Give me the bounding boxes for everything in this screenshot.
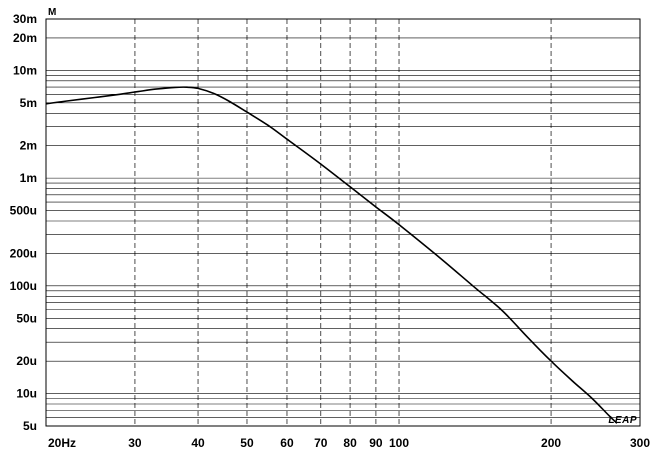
x-tick-label: 20Hz	[48, 436, 76, 450]
y-tick-label: 20m	[13, 31, 37, 45]
x-tick-label: 90	[369, 436, 383, 450]
y-tick-label: 5m	[20, 96, 37, 110]
y-tick-label: 10m	[13, 63, 37, 77]
y-tick-labels: 30m 20m 10m 5m 2m 1m 500u 200u 100u 50u 20u 10u 5u	[10, 12, 37, 433]
x-tick-label: 60	[280, 436, 294, 450]
x-tick-label: 80	[343, 436, 357, 450]
y-tick-label: 1m	[20, 171, 37, 185]
y-tick-label: 50u	[16, 311, 37, 325]
plot-border	[45, 18, 641, 427]
x-tick-label: 100	[389, 436, 409, 450]
x-tick-label: 30	[128, 436, 142, 450]
y-tick-label: 2m	[20, 139, 37, 153]
x-tick-labels: 20Hz 30 40 50 60 70 80 90 100 200 300	[48, 436, 650, 450]
x-tick-label: 40	[191, 436, 205, 450]
x-tick-label: 50	[240, 436, 254, 450]
x-tick-label: 300	[630, 436, 650, 450]
y-tick-label: 500u	[10, 204, 37, 218]
series-layer	[45, 86, 618, 424]
y-tick-label: 100u	[10, 279, 37, 293]
y-tick-label: 30m	[13, 12, 37, 26]
y-tick-label: 5u	[23, 419, 37, 433]
y-tick-label: 10u	[16, 387, 37, 401]
watermark-logo: LEAP	[608, 415, 637, 426]
y-axis-unit-label: M	[48, 7, 56, 18]
series-line	[45, 86, 618, 424]
y-tick-label: 200u	[10, 246, 37, 260]
grid	[46, 18, 640, 427]
x-tick-label: 70	[314, 436, 328, 450]
x-tick-label: 200	[541, 436, 561, 450]
y-tick-label: 20u	[16, 354, 37, 368]
